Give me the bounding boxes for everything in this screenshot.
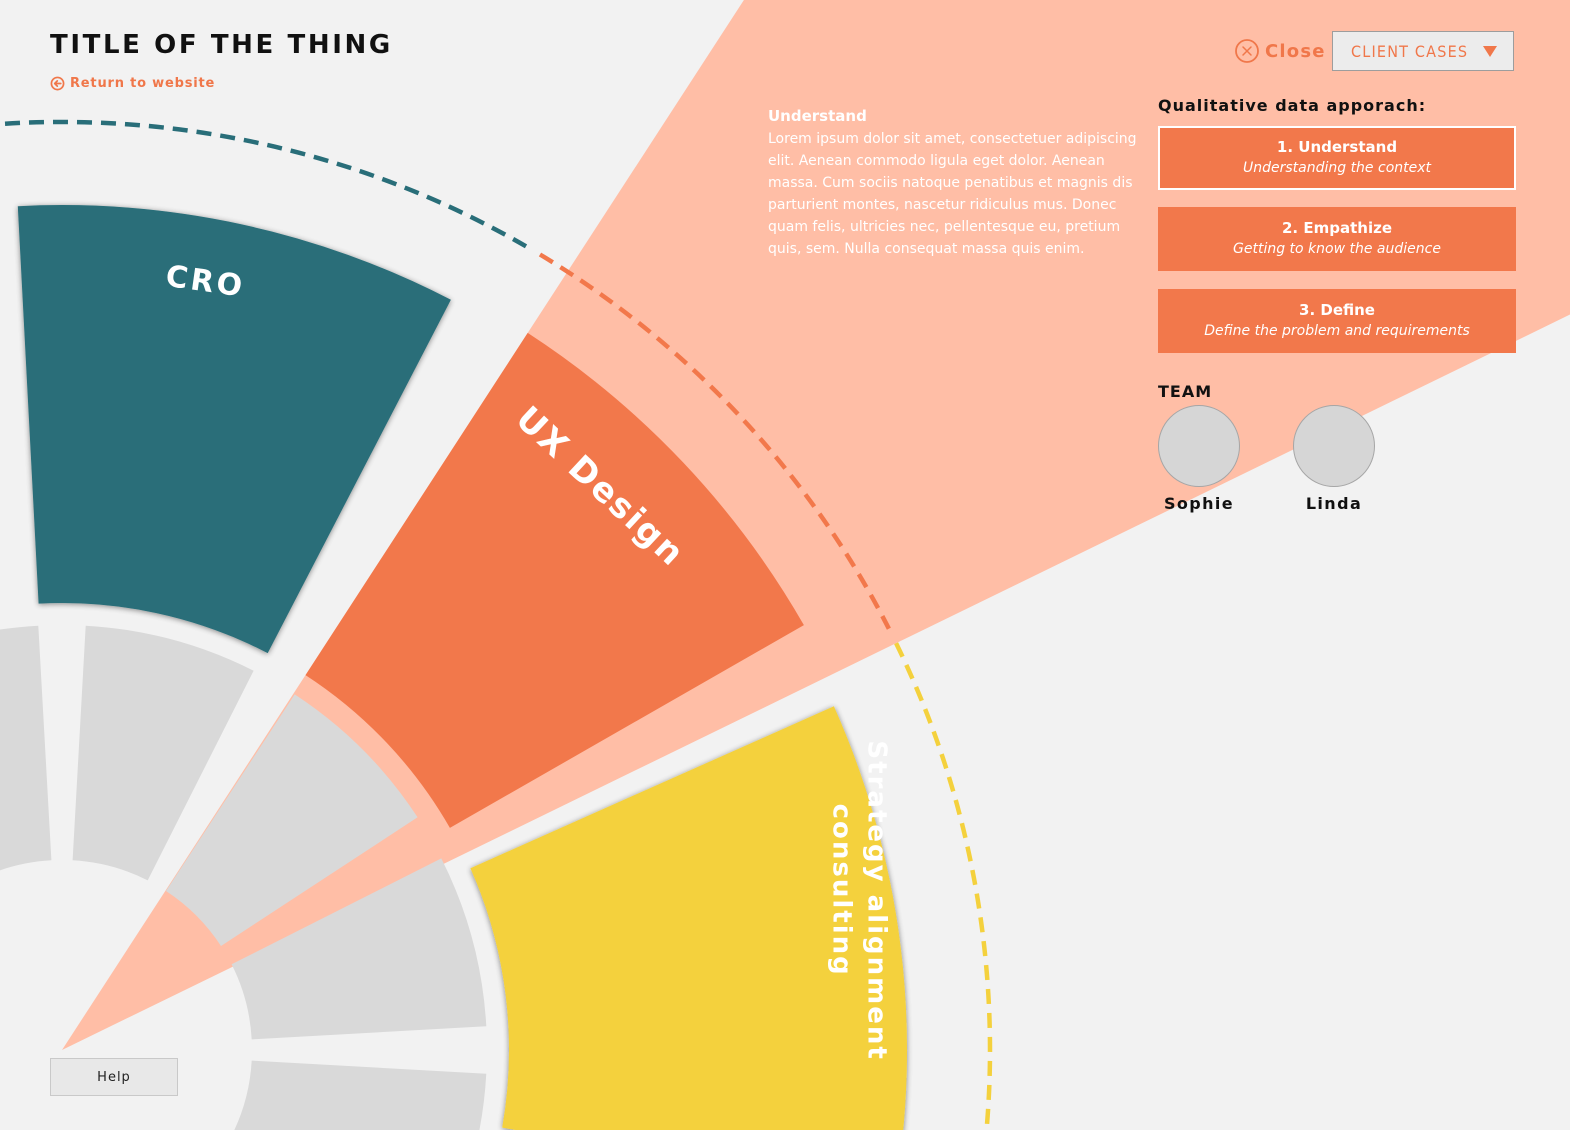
step-understand[interactable]: 1. Understand Understanding the context (1158, 126, 1516, 190)
segment-cro[interactable] (17, 205, 451, 654)
inner-ring-segment (231, 858, 487, 1040)
circle-arrow-left-icon (50, 76, 65, 91)
close-label: Close (1265, 40, 1326, 62)
avatar (1293, 405, 1375, 487)
step-title: 3. Define (1299, 301, 1375, 319)
team-member-sophie[interactable]: Sophie (1157, 405, 1241, 513)
inner-ring-segment (166, 694, 418, 946)
triangle-down-icon (1483, 45, 1497, 57)
inner-ring-segment (72, 625, 254, 881)
help-button[interactable]: Help (50, 1058, 178, 1096)
avatar (1158, 405, 1240, 487)
member-name: Linda (1305, 494, 1363, 513)
description-body: Lorem ipsum dolor sit amet, consectetuer… (768, 131, 1137, 257)
segment-label-strategy-line2: consulting (827, 804, 857, 977)
team-member-linda[interactable]: Linda (1292, 405, 1376, 513)
step-subtitle: Understanding the context (1242, 160, 1432, 176)
circle-x-icon (1235, 39, 1259, 63)
description-block: Understand Lorem ipsum dolor sit amet, c… (768, 107, 1138, 260)
member-name: Sophie (1163, 494, 1235, 513)
segment-ux-design[interactable] (305, 332, 804, 828)
step-define[interactable]: 3. Define Define the problem and require… (1158, 289, 1516, 353)
step-title: 2. Empathize (1282, 219, 1392, 237)
step-title: 1. Understand (1276, 138, 1398, 156)
page-title: TITLE OF THE THING (50, 30, 393, 60)
description-title: Understand (768, 107, 867, 125)
dropdown-selected-value: CLIENT CASES (1351, 41, 1469, 61)
dashed-arc-strategy (894, 642, 993, 1130)
inner-ring (0, 625, 487, 1130)
step-subtitle: Define the problem and requirements (1204, 323, 1470, 339)
inner-ring-segment (234, 1060, 487, 1130)
segment-label-strategy-line1: Strategy alignment (861, 740, 891, 1060)
segment-strategy-alignment-consulting[interactable] (470, 706, 908, 1130)
dashed-arc-cro (0, 119, 528, 249)
step-empathize[interactable]: 2. Empathize Getting to know the audienc… (1158, 207, 1516, 271)
return-link-label: Return to website (70, 76, 216, 91)
team-title: TEAM (1158, 382, 1213, 401)
inner-ring-segment (0, 625, 52, 871)
close-button[interactable]: Close (1234, 38, 1326, 64)
client-cases-dropdown[interactable]: CLIENT CASES (1332, 31, 1514, 71)
approach-title: Qualitative data apporach: (1158, 96, 1427, 115)
step-subtitle: Getting to know the audience (1233, 241, 1441, 257)
return-to-website-link[interactable]: Return to website (50, 76, 215, 91)
